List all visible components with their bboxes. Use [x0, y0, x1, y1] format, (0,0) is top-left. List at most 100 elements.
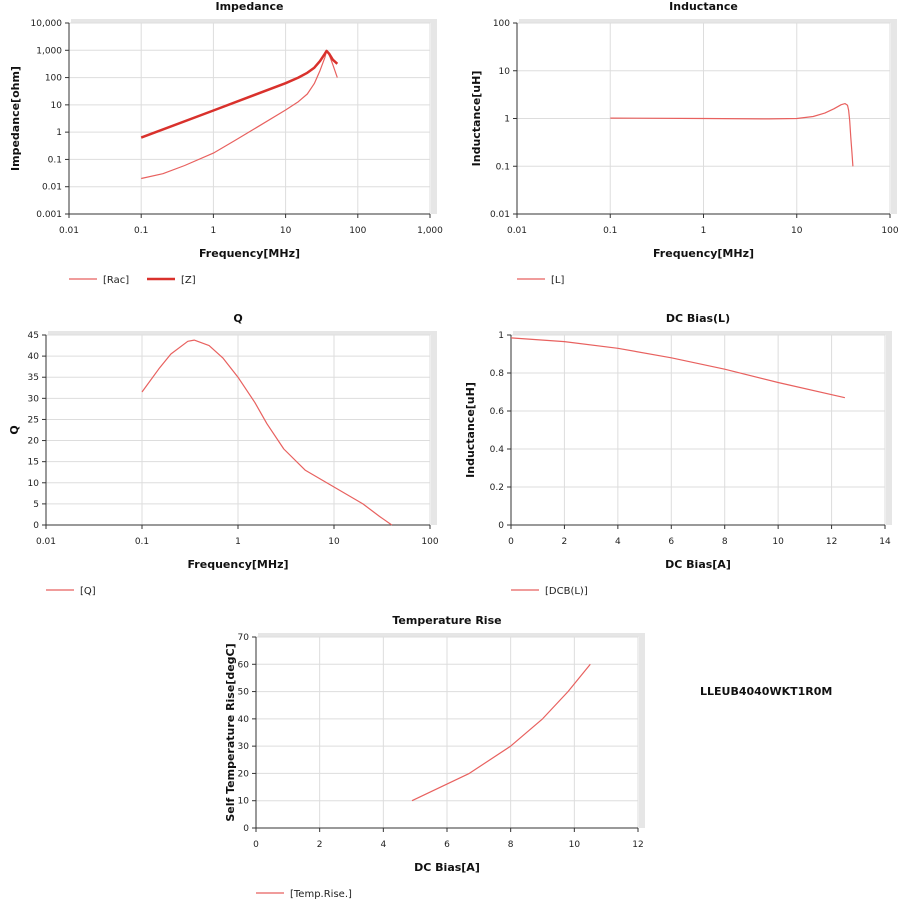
- chart-dc-bias-l-: 0 2 4 6 8 10 12 14 0 0.2 0.4 0.6 0.8 1 DC Bias(L) DC Bi…: [464, 312, 892, 597]
- legend-label: [DCB(L)]: [545, 586, 588, 597]
- y-tick-label: 25: [28, 415, 39, 425]
- y-tick-label: 60: [238, 660, 250, 670]
- chart-temperature-rise: 0 2 4 6 8 10 12 0 10 20 30 40 50 60 70 Temperature Rise…: [224, 614, 645, 900]
- x-tick-label: 1,000: [417, 226, 443, 236]
- x-tick-label: 10: [328, 537, 340, 547]
- plot-shadow-right: [886, 331, 892, 525]
- x-tick-label: 0.01: [36, 537, 56, 547]
- y-tick-label: 1: [498, 331, 504, 341]
- legend-label: [Z]: [181, 275, 196, 286]
- plot-shadow-right: [431, 19, 437, 214]
- y-tick-label: 1: [56, 128, 62, 138]
- y-axis-label: Q: [8, 425, 21, 434]
- series-line-l: [610, 102, 854, 167]
- y-tick-label: 0.01: [490, 210, 510, 220]
- chart-title: Inductance: [669, 0, 738, 13]
- y-tick-label: 40: [28, 352, 40, 362]
- y-tick-label: 0.6: [490, 407, 505, 417]
- y-tick-label: 70: [238, 633, 250, 643]
- y-tick-label: 45: [28, 331, 39, 341]
- x-axis-label: DC Bias[A]: [665, 558, 731, 571]
- x-tick-label: 100: [421, 537, 438, 547]
- y-tick-label: 20: [28, 437, 40, 447]
- chart-title: Temperature Rise: [392, 614, 501, 627]
- legend-label: [L]: [551, 275, 564, 286]
- y-tick-label: 0.4: [490, 445, 505, 455]
- plot-shadow-top: [519, 19, 896, 23]
- series-line-q: [141, 339, 393, 526]
- y-tick-label: 0.01: [42, 183, 62, 193]
- y-tick-label: 1: [504, 115, 510, 125]
- y-axis-label: Inductance[uH]: [464, 382, 477, 478]
- plot-shadow-top: [513, 331, 891, 335]
- y-tick-label: 50: [238, 688, 250, 698]
- x-tick-label: 12: [632, 840, 643, 850]
- x-tick-label: 2: [562, 537, 568, 547]
- x-tick-label: 100: [349, 226, 366, 236]
- x-tick-label: 1: [211, 226, 217, 236]
- y-tick-label: 100: [45, 74, 62, 84]
- x-tick-label: 0: [253, 840, 259, 850]
- part-number-label: LLEUB4040WKT1R0M: [700, 685, 833, 698]
- plot-shadow-right: [891, 19, 897, 214]
- y-tick-label: 30: [28, 394, 40, 404]
- chart-title: Impedance: [216, 0, 284, 13]
- y-tick-label: 0.1: [48, 155, 62, 165]
- chart-impedance: 0.01 0.1 1 10 100 1,000 0.001 0.01 0.1 1 10 100 1,00…: [9, 0, 443, 286]
- series-line-z: [140, 49, 339, 139]
- y-tick-label: 20: [238, 769, 250, 779]
- y-tick-label: 0: [33, 521, 39, 531]
- legend-label: [Q]: [80, 586, 96, 597]
- y-tick-label: 40: [238, 715, 250, 725]
- x-tick-label: 8: [508, 840, 514, 850]
- x-axis-label: DC Bias[A]: [414, 861, 480, 874]
- y-tick-label: 5: [33, 500, 39, 510]
- chart-q: 0.01 0.1 1 10 100 0 5 10 15 20 25 30 35 40 45 Q Frequenc…: [8, 312, 439, 597]
- y-tick-label: 0.8: [490, 369, 505, 379]
- x-tick-label: 0: [508, 537, 514, 547]
- x-tick-label: 10: [772, 537, 784, 547]
- plot-area: [511, 335, 885, 525]
- x-tick-label: 8: [722, 537, 728, 547]
- y-tick-label: 0: [498, 521, 504, 531]
- legend-label: [Temp.Rise.]: [290, 889, 352, 900]
- plot-area: [69, 23, 430, 214]
- chart-title: DC Bias(L): [666, 312, 730, 325]
- plot-shadow-top: [71, 19, 436, 23]
- plot-shadow-top: [258, 633, 644, 637]
- x-tick-label: 1: [701, 226, 707, 236]
- x-axis-label: Frequency[MHz]: [199, 247, 300, 260]
- x-tick-label: 0.1: [603, 226, 617, 236]
- x-tick-label: 0.01: [59, 226, 79, 236]
- x-tick-label: 12: [826, 537, 837, 547]
- x-axis-label: Frequency[MHz]: [653, 247, 754, 260]
- y-tick-label: 10: [51, 101, 63, 111]
- y-tick-label: 1,000: [36, 46, 62, 56]
- x-tick-label: 10: [791, 226, 803, 236]
- y-tick-label: 0: [243, 824, 249, 834]
- x-tick-label: 0.01: [507, 226, 527, 236]
- y-axis-label: Self Temperature Rise[degC]: [224, 643, 237, 821]
- y-axis-label: Impedance[ohm]: [9, 66, 22, 171]
- chart-inductance: 0.01 0.1 1 10 100 0.01 0.1 1 10 100 Inductance Freq…: [470, 0, 899, 286]
- y-tick-label: 0.1: [496, 162, 510, 172]
- x-tick-label: 1: [235, 537, 241, 547]
- x-tick-label: 0.1: [134, 226, 148, 236]
- plot-shadow-right: [431, 331, 437, 525]
- y-tick-label: 10: [28, 479, 40, 489]
- x-tick-label: 4: [615, 537, 621, 547]
- y-tick-label: 10: [238, 797, 250, 807]
- chart-title: Q: [233, 312, 242, 325]
- y-tick-label: 35: [28, 373, 39, 383]
- y-tick-label: 0.2: [490, 483, 504, 493]
- x-tick-label: 10: [569, 840, 581, 850]
- x-tick-label: 100: [881, 226, 898, 236]
- y-tick-label: 10: [499, 67, 511, 77]
- y-tick-label: 15: [28, 458, 39, 468]
- x-tick-label: 10: [280, 226, 292, 236]
- plot-shadow-top: [48, 331, 436, 335]
- x-tick-label: 4: [380, 840, 386, 850]
- x-axis-label: Frequency[MHz]: [188, 558, 289, 571]
- series-line-dcbl: [510, 337, 846, 399]
